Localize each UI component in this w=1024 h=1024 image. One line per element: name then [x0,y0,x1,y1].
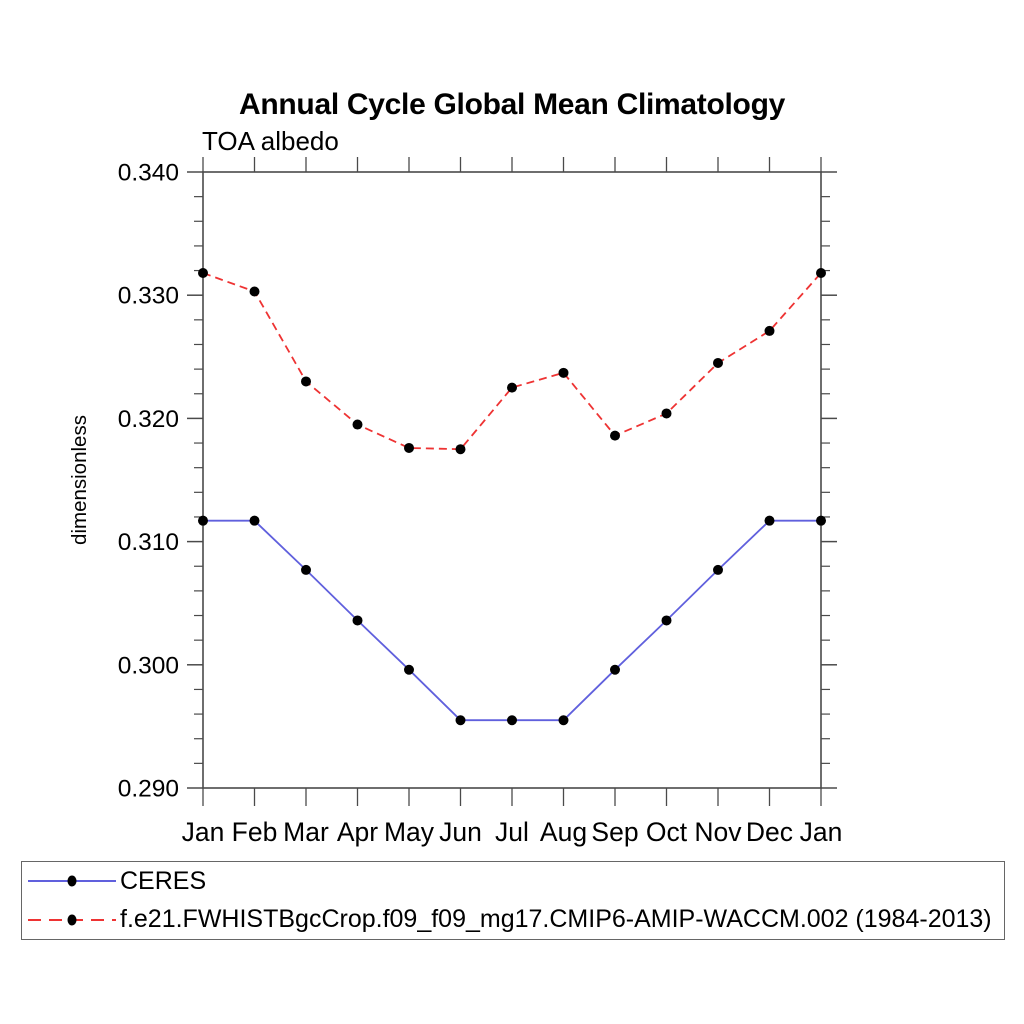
data-point-marker-ceres [301,564,311,575]
data-point-marker-ceres [507,715,517,726]
x-axis-tick-label: Apr [337,817,378,847]
x-axis-tick-label: Dec [746,817,793,847]
y-axis-tick-label: 0.320 [118,406,179,433]
data-point-marker-model [352,419,363,430]
data-point-marker-ceres [198,515,208,526]
data-point-marker-model [455,444,466,455]
y-axis-tick-label: 0.330 [118,283,179,310]
y-axis-tick-label: 0.300 [118,652,179,679]
data-point-marker-model [713,357,723,368]
y-axis-tick-label: 0.340 [118,160,179,187]
legend-label: f.e21.FWHISTBgcCrop.f09_f09_mg17.CMIP6-A… [120,905,992,934]
legend-sample-marker [67,875,77,887]
x-axis-tick-label: Feb [232,817,278,847]
legend-item-model: f.e21.FWHISTBgcCrop.f09_f09_mg17.CMIP6-A… [22,901,1004,939]
legend-box: CERES f.e21.FWHISTBgcCrop.f09_f09_mg17.C… [21,861,1005,940]
data-point-marker-ceres [816,515,826,526]
x-axis-tick-label: Jun [439,817,482,847]
data-point-marker-model [558,367,569,378]
x-axis-tick-label: May [384,817,435,847]
x-axis-tick-label: Oct [646,817,688,847]
data-point-marker-model [507,382,517,393]
data-point-marker-ceres [661,615,672,626]
data-point-marker-ceres [404,664,414,675]
series-line-model [202,272,822,451]
data-point-marker-model [249,286,260,297]
data-point-marker-model [764,325,775,336]
data-point-marker-model [816,268,826,279]
legend-line-sample-dashed [28,914,116,926]
data-point-marker-model [661,408,672,419]
x-axis-tick-label: Jan [182,817,225,847]
data-point-marker-ceres [764,515,775,526]
x-axis-tick-label: Jul [495,817,529,847]
data-point-marker-model [404,442,414,453]
data-point-marker-model [198,268,208,279]
data-point-marker-ceres [558,715,569,726]
x-axis-tick-label: Aug [540,817,587,847]
series-line-ceres [203,519,821,722]
data-point-marker-ceres [713,564,723,575]
plot-frame [202,171,822,789]
chart-subtitle: TOA albedo [202,126,339,156]
data-point-marker-ceres [352,615,363,626]
x-axis-tick-label: Mar [283,817,329,847]
data-point-marker-ceres [610,664,620,675]
data-point-marker-ceres [455,715,466,726]
y-axis-tick-label: 0.310 [118,529,179,556]
y-axis-title: dimensionless [68,415,91,545]
legend-sample-marker [67,914,77,926]
x-axis-tick-label: Sep [591,817,638,847]
legend-item-ceres: CERES [22,862,1004,900]
x-axis-tick-label: Jan [800,817,843,847]
data-point-marker-ceres [249,515,260,526]
legend-label: CERES [120,866,207,895]
legend-line-sample-solid [28,875,116,887]
data-point-marker-model [301,376,311,387]
y-axis-tick-label: 0.290 [118,776,179,803]
chart-title: Annual Cycle Global Mean Climatology [239,88,785,121]
x-axis-tick-label: Nov [694,817,742,847]
data-point-marker-model [610,430,620,441]
